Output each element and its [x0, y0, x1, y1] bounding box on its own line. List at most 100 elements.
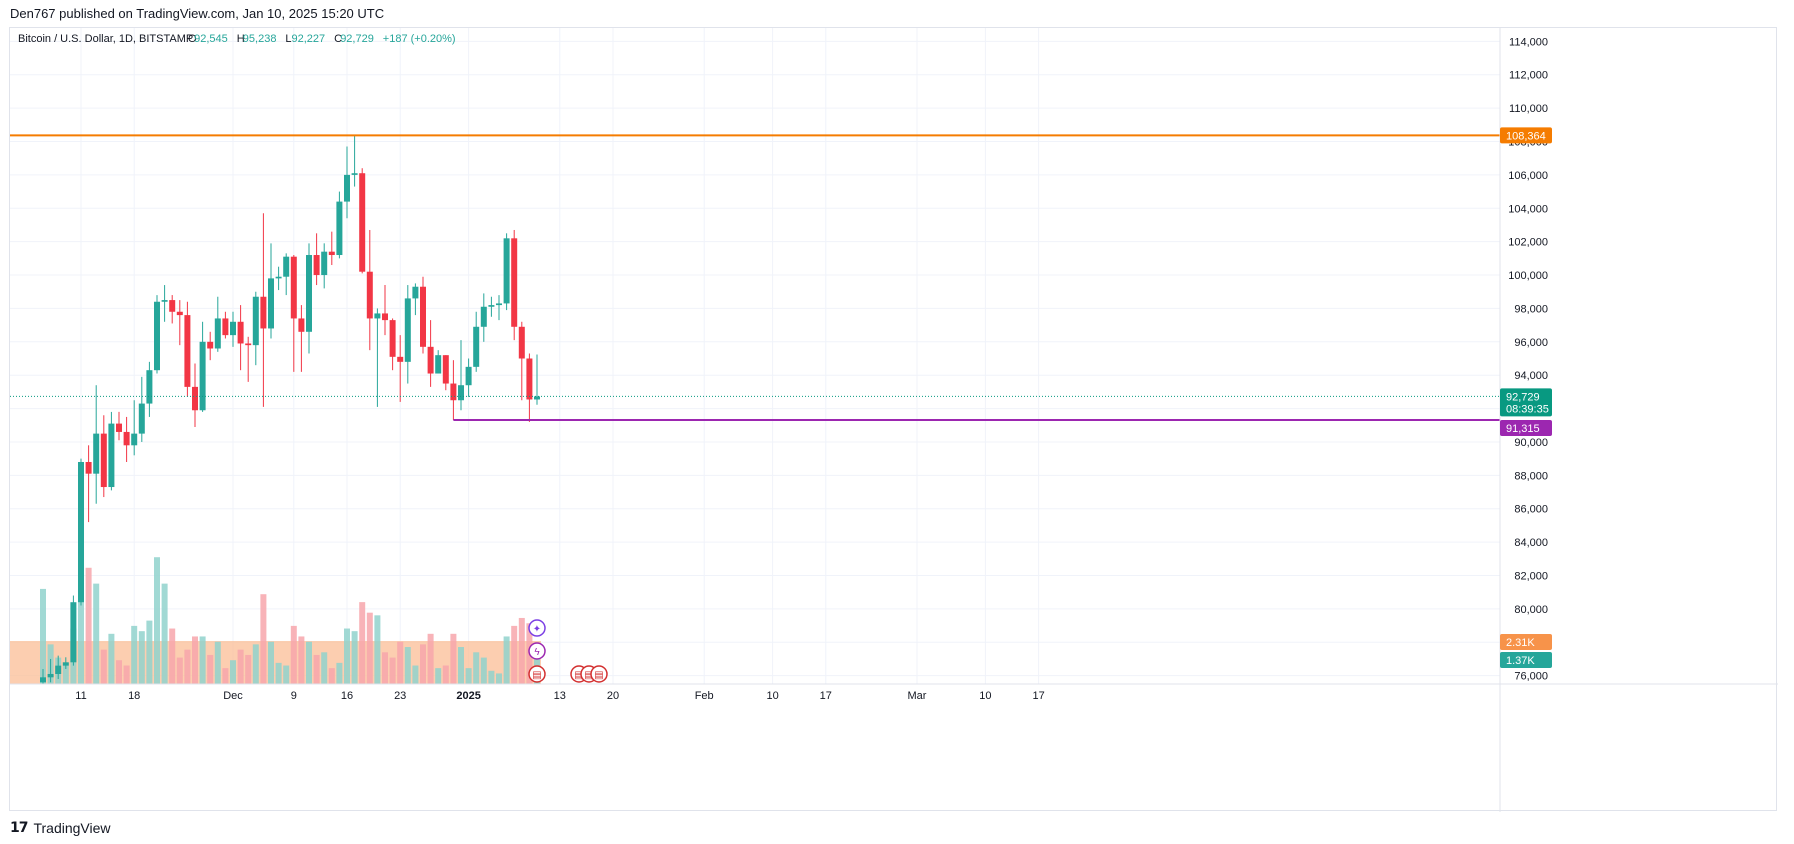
- candle: [100, 415, 107, 498]
- volume-bar: [260, 594, 267, 684]
- y-tick-label: 82,000: [1514, 571, 1548, 583]
- candle-body: [427, 346, 434, 374]
- y-tick-label: 100,000: [1508, 270, 1548, 282]
- volume-bar: [298, 636, 305, 684]
- volume-bar: [336, 662, 343, 684]
- volume-bar: [374, 615, 381, 684]
- volume-bar: [435, 668, 442, 684]
- candle: [222, 311, 229, 339]
- volume-tag-text: 1.37K: [1506, 655, 1535, 667]
- candle: [252, 291, 259, 366]
- volume-bar: [154, 557, 160, 684]
- y-tick-label: 90,000: [1514, 437, 1548, 449]
- candle-body: [389, 320, 396, 357]
- volume-bar: [169, 628, 176, 684]
- y-tick-label: 102,000: [1508, 237, 1548, 249]
- volume-bar: [389, 657, 396, 684]
- volume-bar: [359, 602, 366, 684]
- lightning-event-icon[interactable]: ϟ: [528, 642, 546, 660]
- volume-bar: [184, 649, 191, 684]
- volume-bar: [503, 636, 510, 684]
- legend-open: 92,545: [194, 33, 228, 45]
- candle: [518, 321, 525, 401]
- candle: [62, 657, 69, 669]
- legend-close_label: C: [334, 33, 342, 45]
- candle: [526, 353, 533, 422]
- volume-bar: [116, 660, 122, 684]
- chart-pane[interactable]: 76,00078,00080,00082,00084,00086,00088,0…: [9, 27, 1778, 812]
- candle-body: [283, 256, 290, 277]
- candle-body: [222, 318, 229, 336]
- candle-body: [268, 278, 274, 329]
- horizontal-levels[interactable]: [10, 134, 1500, 422]
- volume-bar: [192, 636, 198, 684]
- candle: [465, 358, 472, 397]
- candle-body: [62, 662, 69, 666]
- candle-body: [123, 431, 130, 446]
- y-tick-label: 84,000: [1514, 537, 1548, 549]
- candle-body: [518, 326, 525, 359]
- candle: [131, 400, 138, 456]
- us-flag-event-icon-circle: [590, 665, 608, 683]
- sparkle-event-icon[interactable]: ✦: [528, 619, 546, 637]
- y-tick-label: 86,000: [1514, 504, 1548, 516]
- candle-body: [55, 665, 62, 674]
- volume-bar: [78, 554, 84, 684]
- y-tick-label: 110,000: [1509, 103, 1548, 115]
- volume-bar: [473, 652, 480, 684]
- candlestick-chart[interactable]: 76,00078,00080,00082,00084,00086,00088,0…: [10, 28, 1778, 812]
- candle-body: [85, 461, 92, 474]
- candle: [306, 243, 312, 354]
- candle-body: [252, 296, 259, 346]
- volume-bar: [252, 644, 259, 684]
- candle: [290, 255, 297, 372]
- candle-body: [366, 271, 373, 319]
- volume-bar: [420, 644, 426, 684]
- candle: [192, 363, 198, 427]
- candle-body: [93, 433, 100, 474]
- candle: [283, 253, 290, 296]
- candle: [503, 233, 510, 311]
- candle: [123, 416, 130, 462]
- candle: [116, 411, 122, 441]
- x-tick-label: 10: [766, 690, 778, 702]
- sparkle-event-icon-glyph: ✦: [533, 624, 541, 635]
- candle-body: [488, 305, 495, 307]
- us-flag-event-icon[interactable]: ▤: [590, 665, 608, 683]
- volume-bar: [283, 665, 290, 684]
- candle-body: [245, 343, 252, 346]
- candle-body: [404, 298, 411, 362]
- candle: [435, 350, 442, 374]
- x-tick-label: Feb: [695, 690, 714, 702]
- volume-ma-tag-bg: [1500, 634, 1552, 650]
- candle-body: [298, 318, 305, 332]
- sparkle-event-icon-circle: [528, 619, 546, 637]
- candle-body: [237, 321, 244, 344]
- candle-body: [40, 677, 46, 683]
- x-tick-label: 10: [979, 690, 991, 702]
- volume-bar: [123, 665, 130, 684]
- chart-grid: [10, 28, 1500, 684]
- candle-body: [382, 313, 388, 321]
- symbol-legend: Bitcoin / U.S. Dollar, 1D, BITSTAMP O92,…: [18, 33, 456, 45]
- candle-body: [336, 201, 343, 256]
- y-tick-label: 98,000: [1514, 303, 1548, 315]
- candle-body: [412, 286, 419, 299]
- legend-low: 92,227: [292, 33, 326, 45]
- legend-high_label: H: [237, 33, 245, 45]
- candle: [412, 283, 419, 316]
- candle-body: [534, 396, 540, 400]
- candle: [534, 354, 540, 405]
- event-icons[interactable]: ✦ϟ▤ ▤ ▤ ▤: [528, 619, 608, 683]
- resistance-price-tag: 108,364: [1500, 127, 1552, 144]
- volume-bar: [404, 647, 411, 684]
- volume-bar: [62, 665, 69, 684]
- volume-bar: [199, 636, 206, 684]
- tradingview-footer[interactable]: 17 TradingView: [10, 820, 111, 836]
- volume-tag: 1.37K: [1500, 652, 1552, 668]
- candle-body: [374, 313, 381, 319]
- x-tick-label: 20: [607, 690, 619, 702]
- last-price-tag-text: 92,729: [1506, 391, 1540, 403]
- candle-body: [138, 403, 145, 434]
- us-flag-event-icon[interactable]: ▤: [528, 665, 546, 683]
